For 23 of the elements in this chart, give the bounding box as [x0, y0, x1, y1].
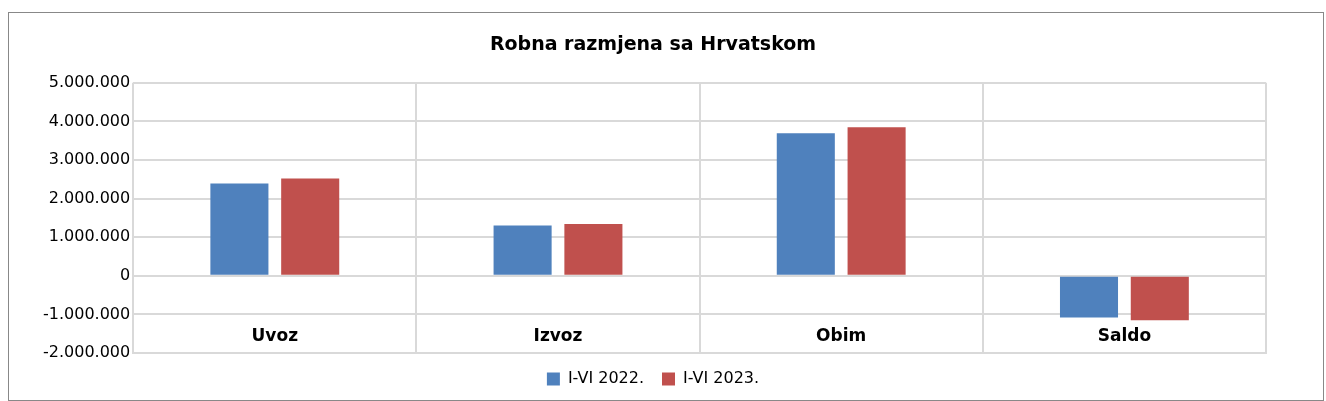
x-tick-label: Obim: [816, 325, 867, 346]
y-tick-label: 4.000.000: [48, 110, 131, 130]
bar: [1130, 276, 1189, 321]
y-tick-label: 2.000.000: [48, 187, 131, 207]
chart-title: Robna razmjena sa Hrvatskom: [489, 32, 817, 55]
x-tick-label: Uvoz: [251, 325, 299, 346]
y-tick-label: -2.000.000: [43, 342, 131, 362]
x-tick-label: Saldo: [1097, 325, 1152, 346]
y-tick-label: -1.000.000: [43, 303, 131, 323]
bar: [776, 133, 835, 275]
legend-label: I-VI 2022.: [567, 368, 644, 388]
bar: [281, 178, 340, 275]
bar: [564, 224, 623, 275]
bar: [493, 225, 552, 275]
y-tick-label: 0: [120, 264, 131, 284]
bar: [1059, 276, 1119, 318]
x-tick-label: Izvoz: [533, 325, 583, 346]
legend-label: I-VI 2023.: [683, 368, 760, 388]
bar: [210, 183, 269, 275]
y-tick-label: 1.000.000: [48, 226, 131, 246]
bar: [847, 127, 906, 275]
y-tick-label: 5.000.000: [48, 71, 131, 91]
y-tick-label: 3.000.000: [48, 149, 131, 169]
